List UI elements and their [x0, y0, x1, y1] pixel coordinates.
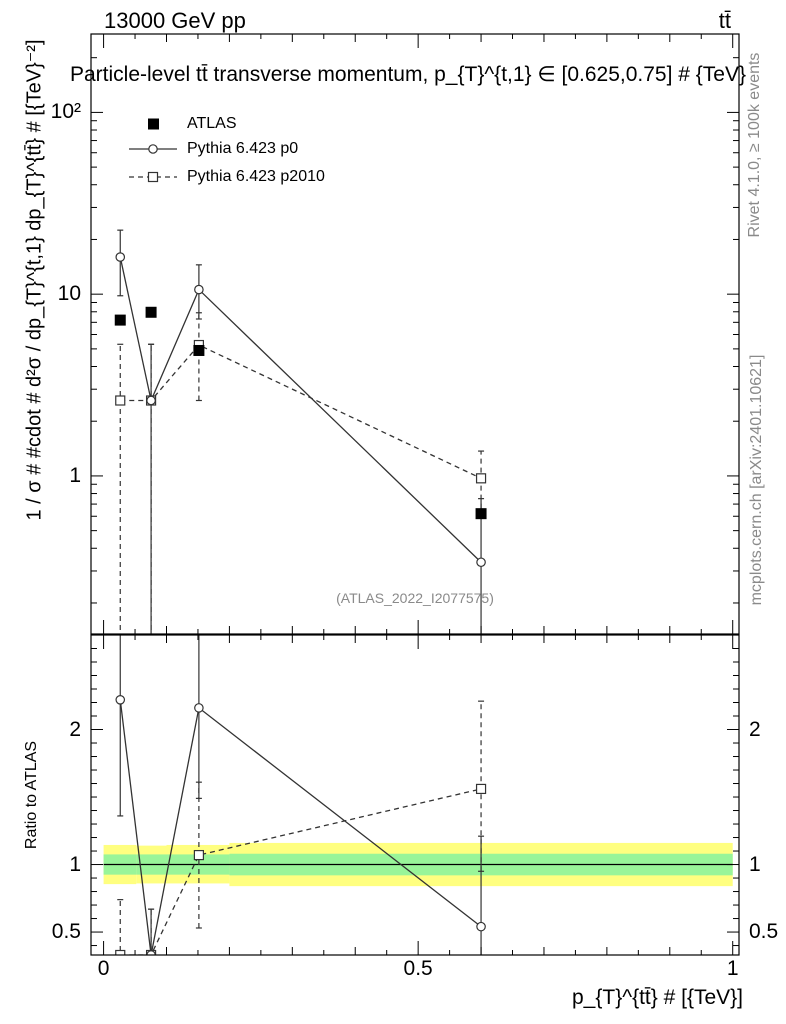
- x-tick-label: 1: [726, 957, 739, 980]
- main-y-axis-label: 1 / σ # #cdot # d²σ / dp_{T}^{t,1} dp_{T…: [23, 39, 46, 521]
- main-pythia-6-423-p0-line: [119, 256, 482, 563]
- main-pythia-6-423-p0-point-3: [476, 557, 486, 568]
- main-pythia-6-423-p2010-point-3: [475, 473, 487, 484]
- main-panel-marks: [114, 229, 487, 634]
- ratio-pythia-6-423-p2010-point-3: [475, 783, 487, 795]
- legend-label-2: Pythia 6.423 p2010: [187, 168, 325, 185]
- analysis-watermark: (ATLAS_2022_I2077575): [336, 590, 494, 606]
- x-axis-label: p_{T}^{tt̄} # [{TeV}]: [572, 986, 743, 1009]
- legend-marker-p2010: [147, 171, 159, 183]
- ratio-y-tick-label-left: 2: [69, 717, 81, 741]
- ratio-y-tick-label-right: 0.5: [749, 920, 779, 944]
- header-energy: 13000 GeV pp: [104, 8, 246, 33]
- ratio-y-tick-label-right: 1: [749, 852, 761, 876]
- generator-note: Rivet 4.1.0, ≥ 100k events: [746, 52, 763, 238]
- main-y-tick-label: 10: [57, 282, 81, 306]
- ratio-pythia-6-423-p0-point-3: [476, 921, 486, 932]
- main-atlas-point-2: [193, 344, 205, 356]
- ratio-pythia-6-423-p0-point-0: [115, 695, 126, 705]
- header-process: tt̄: [718, 8, 731, 33]
- main-y-tick-label: 10²: [50, 100, 81, 124]
- legend: [129, 118, 177, 183]
- ratio-panel-frame: [90, 634, 740, 956]
- axes-frames: [90, 33, 740, 956]
- ratio-y-tick-label-right: 2: [749, 717, 761, 741]
- main-pythia-6-423-p0-point-0: [115, 252, 126, 262]
- source-note: mcplots.cern.ch [arXiv:2401.10621]: [748, 354, 765, 606]
- ratio-y-tick-label-left: 1: [69, 852, 81, 876]
- legend-label-1: Pythia 6.423 p0: [187, 140, 299, 157]
- legend-label-0: ATLAS: [187, 115, 237, 132]
- legend-marker-p0: [148, 144, 158, 154]
- x-tick-label: 0.5: [403, 957, 433, 980]
- ratio-uncertainty-bands: [103, 842, 733, 887]
- main-atlas-point-0: [114, 314, 126, 326]
- ratio-pythia-6-423-p2010-point-2: [193, 849, 204, 861]
- ratio-y-tick-label-left: 0.5: [51, 920, 81, 944]
- main-pythia-6-423-p2010-point-0: [115, 395, 126, 406]
- ratio-y-axis-label: Ratio to ATLAS: [23, 740, 40, 850]
- main-pythia-6-423-p0-point-1: [146, 395, 156, 406]
- main-atlas-point-1: [145, 306, 157, 318]
- main-pythia-6-423-p0-point-2: [194, 284, 204, 295]
- main-atlas-point-3: [475, 508, 487, 520]
- ratio-panel-marks: [115, 635, 487, 955]
- legend-marker-atlas: [148, 118, 159, 130]
- ratio-pythia-6-423-p0-line: [119, 699, 482, 955]
- main-y-tick-label: 1: [69, 463, 81, 487]
- ratio-pythia-6-423-p2010-point-0: [115, 949, 126, 955]
- main-pythia-6-423-p2010-line: [120, 344, 482, 479]
- ratio-pythia-6-423-p0-point-2: [194, 703, 204, 713]
- main-plot-title: Particle-level tt̄ transverse momentum, …: [70, 63, 747, 86]
- x-tick-label: 0: [97, 957, 110, 980]
